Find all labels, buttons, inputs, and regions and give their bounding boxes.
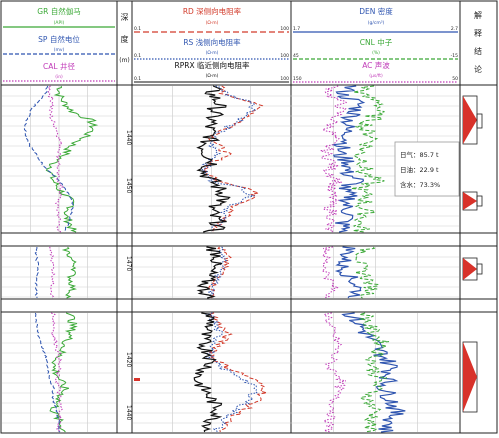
rs-unit: (Ω·m) xyxy=(206,50,219,56)
depth-tick-1450: 1450 xyxy=(125,178,132,193)
ac-curve-panel1 xyxy=(320,85,348,233)
header-porosity-track: DEN 密度 (g/cm³) 1.7 2.7 CNL 中子 (%) 45 -15… xyxy=(293,6,458,83)
header-resistivity-track: RD 深侧向电阻率 (Ω·m) 0.1 100 RS 浅侧向电阻率 (Ω·m) … xyxy=(134,6,289,83)
depth-tick-1420: 1420 xyxy=(125,352,132,367)
depth-unit: (m) xyxy=(119,57,130,64)
ac-max: 50 xyxy=(452,76,458,82)
cal-curve-panel3 xyxy=(50,312,63,433)
den-curve-panel3 xyxy=(341,312,406,433)
interpretation-markers xyxy=(462,95,483,413)
rs-min: 0.1 xyxy=(134,53,141,59)
den-max: 2.7 xyxy=(451,26,458,32)
sp-curve-panel3 xyxy=(34,312,61,433)
rd-label: RD 深侧向电阻率 xyxy=(183,6,242,16)
rprx-min: 0.1 xyxy=(134,76,141,82)
rd-unit: (Ω·m) xyxy=(206,20,219,26)
den-label: DEN 密度 xyxy=(359,6,393,16)
interp-marker-1 xyxy=(462,95,483,145)
sp-curve-panel1 xyxy=(23,85,74,233)
cal-label: CAL 井径 xyxy=(43,61,75,71)
sp-curve-panel2 xyxy=(34,247,39,299)
rprx-label: RPRX 临近侧向电阻率 xyxy=(175,60,250,70)
cal-unit: (in) xyxy=(55,74,63,80)
sp-unit: (mv) xyxy=(54,47,65,53)
cnl-curve-panel1 xyxy=(351,85,385,233)
rs-curve-panel2 xyxy=(208,246,228,299)
depth-tick-1440: 1440 xyxy=(125,130,132,145)
annotation-gas: 日气：85.7 t xyxy=(400,150,439,159)
gridlines xyxy=(2,86,459,432)
ac-curve-panel2 xyxy=(321,246,339,299)
rd-curve-panel3 xyxy=(206,312,267,433)
gr-unit: (API) xyxy=(54,20,65,26)
cnl-unit: (%) xyxy=(372,50,380,56)
interp-label-1: 解 xyxy=(474,10,482,20)
cnl-min: 45 xyxy=(293,53,299,59)
header-depth: 深 度 (m) xyxy=(119,13,130,64)
production-annotation: 日气：85.7 t 日油：22.9 t 含水：73.3% xyxy=(394,141,460,197)
interp-marker-4 xyxy=(462,341,478,413)
cal-curve-panel1 xyxy=(47,85,64,233)
interp-marker-3 xyxy=(462,257,483,281)
header-interpretation: 解 释 结 论 xyxy=(474,10,482,74)
den-curve-panel2 xyxy=(334,246,362,299)
curves xyxy=(23,85,406,433)
cnl-curve-panel3 xyxy=(359,312,390,433)
depth-tick-1470: 1470 xyxy=(125,256,132,271)
annotation-oil: 日油：22.9 t xyxy=(400,165,439,174)
rprx-curve-panel1 xyxy=(196,85,231,233)
depth-tick-1440b: 1440 xyxy=(125,405,132,420)
den-unit: (g/cm³) xyxy=(368,20,385,26)
rs-label: RS 浅侧向电阻率 xyxy=(183,37,241,47)
ac-unit: (μs/ft) xyxy=(369,73,383,79)
interp-marker-2 xyxy=(462,191,483,211)
ac-label: AC 声波 xyxy=(362,60,390,70)
den-min: 1.7 xyxy=(293,26,300,32)
rprx-max: 100 xyxy=(280,76,289,82)
annotation-water: 含水：73.3% xyxy=(400,180,440,189)
header-gr-track: GR 自然伽马 (API) SP 自然电位 (mv) CAL 井径 (in) xyxy=(3,6,115,82)
rprx-curve-panel2 xyxy=(196,246,223,299)
depth-labels: 1440 1450 1470 1420 1440 xyxy=(125,130,132,420)
rd-curve-panel2 xyxy=(208,246,232,299)
ac-min: 150 xyxy=(293,76,302,82)
cnl-max: -15 xyxy=(451,53,458,59)
rd-min: 0.1 xyxy=(134,26,141,32)
perforation-marker xyxy=(134,378,140,381)
ac-curve-panel3 xyxy=(322,312,347,433)
cnl-curve-panel2 xyxy=(355,246,380,299)
cal-curve-panel2 xyxy=(49,246,56,299)
interp-label-3: 结 xyxy=(474,46,482,56)
rprx-curve-panel3 xyxy=(193,312,223,433)
sp-label: SP 自然电位 xyxy=(38,34,80,44)
gr-label: GR 自然伽马 xyxy=(37,6,80,16)
rd-curve-panel1 xyxy=(202,85,264,233)
interp-label-4: 论 xyxy=(474,64,482,74)
depth-label-2: 度 xyxy=(121,34,129,44)
gr-curve-panel2 xyxy=(61,246,77,299)
interp-label-2: 释 xyxy=(474,29,482,38)
rs-max: 100 xyxy=(280,53,289,59)
den-curve-panel1 xyxy=(331,85,366,233)
rd-max: 100 xyxy=(280,26,289,32)
gr-curve-panel3 xyxy=(49,312,78,433)
depth-label-1: 深 xyxy=(121,13,129,22)
cnl-label: CNL 中子 xyxy=(360,37,393,47)
rprx-unit: (Ω·m) xyxy=(206,73,219,79)
